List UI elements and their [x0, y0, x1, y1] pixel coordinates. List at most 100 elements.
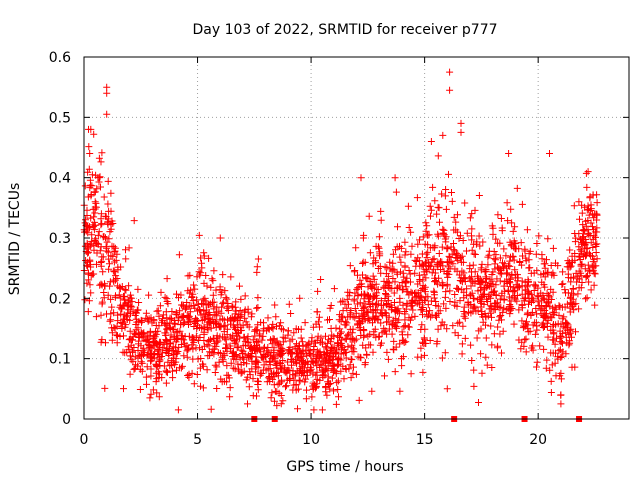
- data-point: [457, 277, 465, 285]
- data-point: [359, 271, 366, 279]
- data-point: [125, 244, 133, 252]
- data-point: [548, 314, 556, 322]
- data-point: [436, 307, 444, 315]
- data-point: [213, 363, 221, 371]
- data-point: [317, 276, 325, 283]
- data-point: [478, 260, 486, 268]
- data-point: [219, 298, 227, 306]
- data-point: [316, 323, 323, 331]
- data-point: [239, 321, 247, 329]
- data-point: [126, 370, 134, 378]
- data-point: [106, 260, 113, 268]
- data-point: [536, 342, 544, 350]
- data-point: [384, 278, 392, 286]
- data-point: [105, 265, 113, 273]
- data-point: [303, 386, 310, 394]
- data-point: [376, 262, 384, 270]
- data-point: [308, 357, 316, 365]
- data-point: [503, 199, 511, 207]
- data-point: [346, 262, 354, 270]
- data-point: [540, 294, 548, 302]
- data-point: [583, 183, 591, 191]
- data-point: [84, 258, 92, 266]
- data-point: [228, 302, 236, 310]
- data-point: [191, 285, 199, 293]
- data-point: [334, 377, 342, 385]
- data-point: [479, 238, 487, 246]
- data-point: [456, 318, 464, 326]
- data-point: [279, 333, 287, 341]
- data-point: [267, 336, 275, 344]
- data-point: [542, 364, 550, 372]
- data-point: [224, 307, 232, 314]
- data-point: [378, 339, 385, 347]
- data-point: [416, 236, 423, 244]
- data-point: [469, 261, 477, 269]
- data-point: [149, 386, 157, 394]
- data-point: [104, 200, 112, 208]
- x-tick-label: 20: [529, 432, 547, 448]
- data-point: [580, 226, 588, 234]
- data-point: [282, 383, 289, 391]
- data-point: [226, 393, 234, 401]
- data-point: [219, 300, 227, 308]
- data-point: [163, 295, 171, 303]
- data-point: [457, 258, 465, 266]
- data-point: [441, 293, 449, 301]
- data-point: [532, 319, 540, 327]
- data-point: [150, 342, 158, 350]
- data-point: [482, 312, 490, 320]
- data-point: [360, 295, 368, 303]
- data-point: [473, 334, 481, 342]
- data-point: [419, 368, 427, 376]
- data-point: [265, 348, 273, 356]
- data-point: [112, 256, 120, 264]
- data-point: [189, 297, 197, 305]
- data-point: [87, 125, 95, 133]
- data-point: [122, 255, 130, 263]
- data-point: [488, 313, 495, 321]
- data-point: [328, 343, 336, 351]
- data-point: [209, 299, 216, 306]
- data-point: [364, 308, 372, 316]
- data-point: [178, 314, 186, 321]
- data-point: [524, 328, 532, 336]
- data-point: [576, 215, 583, 223]
- data-point: [364, 316, 372, 324]
- data-point: [134, 347, 142, 354]
- data-point: [592, 249, 600, 256]
- data-point: [555, 302, 563, 310]
- data-point: [156, 302, 164, 310]
- data-point: [374, 243, 382, 251]
- data-point: [557, 320, 565, 328]
- data-point: [440, 267, 448, 275]
- data-point: [112, 331, 120, 339]
- data-point: [279, 397, 287, 405]
- data-point: [574, 290, 582, 298]
- data-point: [183, 299, 191, 306]
- data-point: [593, 255, 601, 263]
- data-point: [547, 326, 555, 334]
- data-point: [263, 378, 271, 386]
- data-point: [453, 302, 461, 310]
- data-point: [147, 390, 155, 398]
- data-point: [423, 307, 430, 315]
- data-point: [397, 258, 405, 266]
- data-point: [440, 300, 448, 308]
- data-point: [486, 275, 494, 283]
- data-point: [276, 359, 284, 367]
- data-point: [236, 327, 244, 335]
- data-point: [325, 381, 333, 389]
- data-point: [515, 245, 523, 253]
- data-point: [425, 263, 432, 271]
- data-point: [518, 304, 526, 312]
- data-point: [227, 273, 235, 281]
- data-point: [209, 345, 217, 353]
- data-point: [197, 254, 205, 262]
- data-point: [232, 307, 240, 315]
- data-point: [209, 277, 217, 285]
- data-point: [103, 89, 111, 97]
- data-point: [443, 325, 451, 333]
- data-point: [575, 243, 583, 251]
- data-point: [127, 294, 135, 302]
